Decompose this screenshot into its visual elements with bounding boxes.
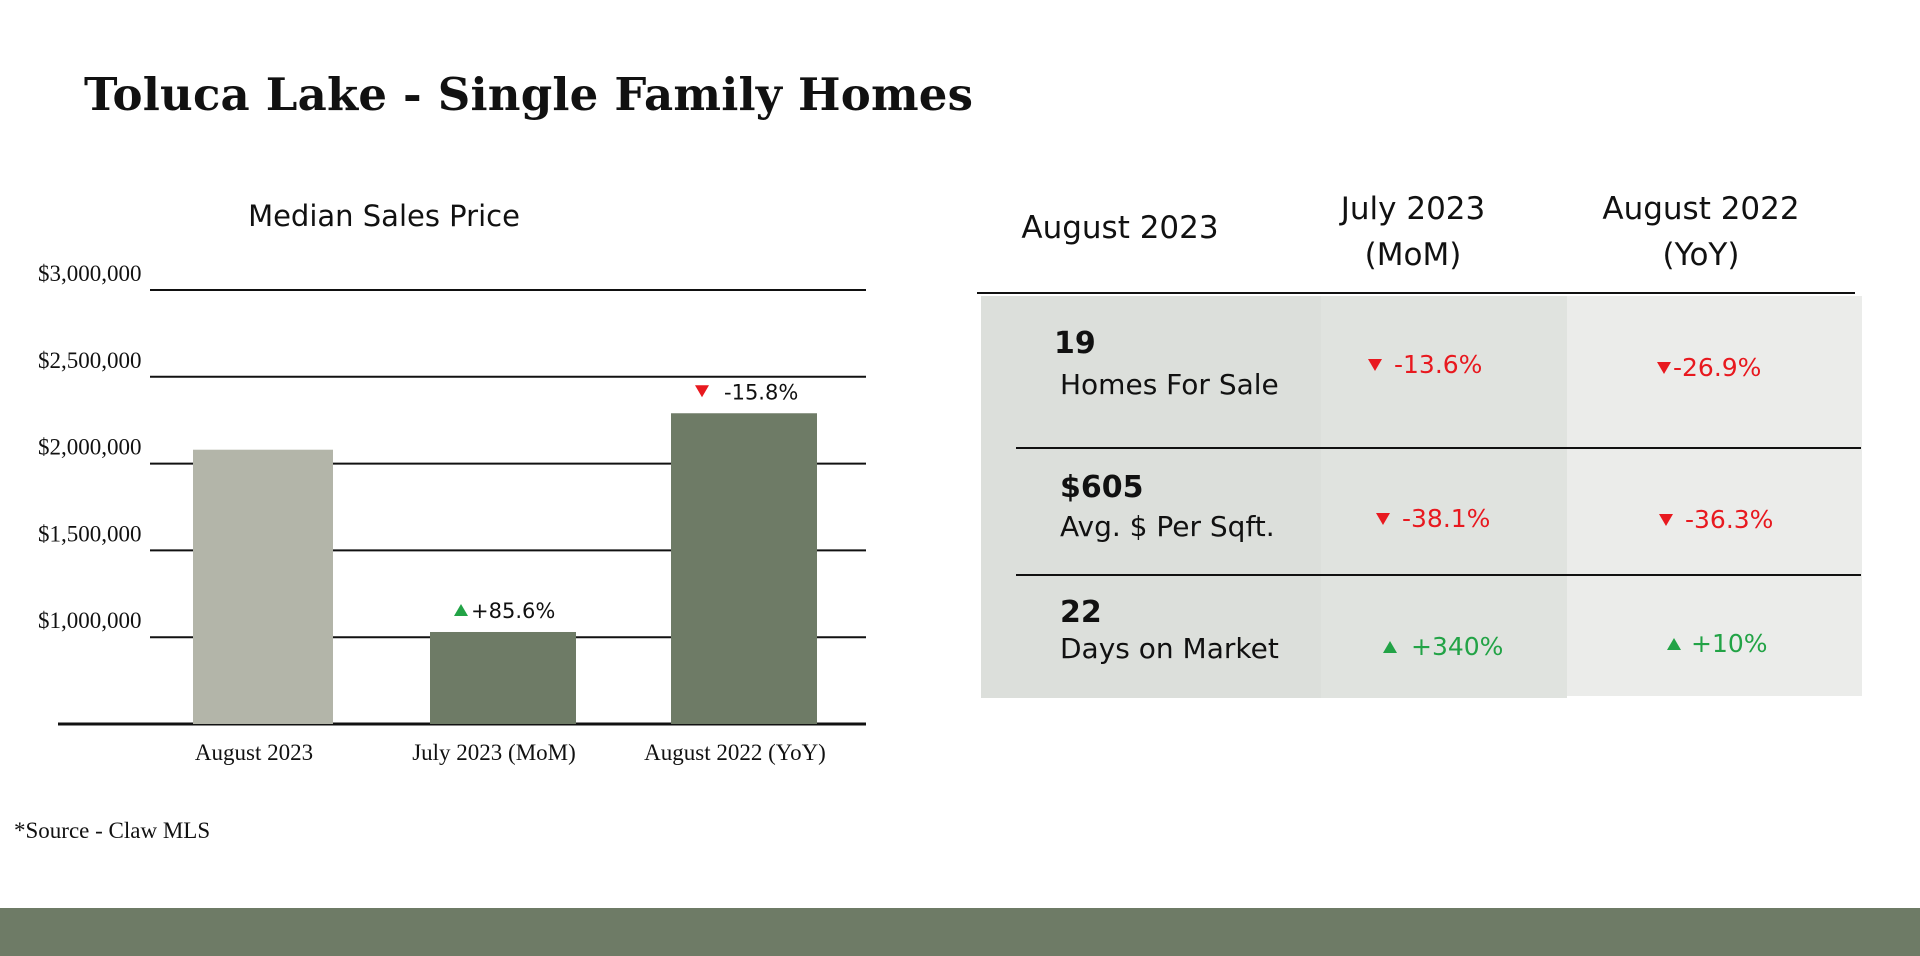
homes-for-sale-label: Homes For Sale <box>1060 368 1279 401</box>
footer-band <box>0 908 1920 956</box>
avg-price-per-sqft-yoy-change: -36.3% <box>1659 505 1773 534</box>
change-arrow-icon <box>1383 640 1397 653</box>
chart-y-axis: $1,000,000 $1,500,000 $2,000,000 $2,500,000… <box>38 261 142 633</box>
change-arrow-icon <box>1667 637 1681 650</box>
x-tick-label: August 2022 (YoY) <box>644 740 826 765</box>
change-arrow-icon <box>1659 513 1673 526</box>
header-line: August 2022 <box>1602 191 1800 227</box>
median-price-chart: Median Sales Price $1,000,000$1,500,000$… <box>38 199 866 765</box>
column-panel-current <box>981 296 1321 698</box>
change-arrow-icon <box>695 385 709 398</box>
column-panel-mom <box>1321 296 1567 698</box>
bar-change-label: +85.6% <box>471 599 555 623</box>
days-on-market-value: 22 <box>1060 595 1102 630</box>
change-text: -38.1% <box>1402 504 1491 533</box>
change-text: +340% <box>1411 632 1504 661</box>
x-tick-label: August 2023 <box>195 740 313 765</box>
y-tick-label: $3,000,000 <box>38 261 142 286</box>
days-on-market-mom-change: +340% <box>1383 632 1503 661</box>
chart-title: Median Sales Price <box>248 199 520 233</box>
page-title: Toluca Lake - Single Family Homes <box>84 68 974 121</box>
y-tick-label: $1,500,000 <box>38 521 142 546</box>
y-tick-label: $2,500,000 <box>38 348 142 373</box>
change-arrow-icon <box>454 603 468 616</box>
avg-price-per-sqft-value: $605 <box>1060 470 1144 505</box>
y-tick-label: $1,000,000 <box>38 608 142 633</box>
row-divider <box>1016 574 1861 576</box>
bar <box>430 631 576 724</box>
change-arrow-icon <box>1376 512 1390 525</box>
column-header-mom: July 2023 (MoM) <box>1300 186 1526 278</box>
column-header-yoy: August 2022 (YoY) <box>1576 186 1826 278</box>
column-panel-yoy <box>1567 296 1862 696</box>
bar <box>193 449 333 724</box>
chart-bars <box>193 413 817 724</box>
homes-for-sale-mom-change: -13.6% <box>1368 350 1482 379</box>
x-tick-label: July 2023 (MoM) <box>412 740 576 765</box>
chart-change-labels: +85.6% -15.8% <box>454 380 798 623</box>
change-text: -13.6% <box>1394 350 1483 379</box>
chart-x-axis: August 2023 July 2023 (MoM) August 2022 (Y… <box>195 740 826 765</box>
avg-price-per-sqft-mom-change: -38.1% <box>1376 504 1490 533</box>
change-arrow-icon <box>1368 358 1382 371</box>
source-note: *Source - Claw MLS <box>14 818 211 843</box>
header-line: August 2023 <box>1021 210 1219 246</box>
change-text: -26.9% <box>1673 353 1762 382</box>
change-text: +10% <box>1691 629 1768 658</box>
header-line: (YoY) <box>1662 237 1740 273</box>
change-text: -36.3% <box>1685 505 1774 534</box>
days-on-market-yoy-change: +10% <box>1667 629 1768 658</box>
bar-change-label: -15.8% <box>724 380 798 404</box>
homes-for-sale-yoy-change: -26.9% <box>1657 353 1761 382</box>
bar <box>671 413 817 724</box>
y-tick-label: $2,000,000 <box>38 435 142 460</box>
avg-price-per-sqft-label: Avg. $ Per Sqft. <box>1060 510 1275 543</box>
days-on-market-label: Days on Market <box>1060 632 1279 665</box>
homes-for-sale-value: 19 <box>1054 326 1096 361</box>
header-divider <box>977 292 1855 294</box>
change-arrow-icon <box>1657 361 1671 374</box>
column-header-current: August 2023 <box>1002 205 1238 251</box>
row-divider <box>1016 447 1861 449</box>
header-line: July 2023 <box>1340 191 1486 227</box>
stats-table: August 2023 July 2023 (MoM) August 2022 … <box>977 186 1862 698</box>
header-line: (MoM) <box>1364 237 1462 273</box>
